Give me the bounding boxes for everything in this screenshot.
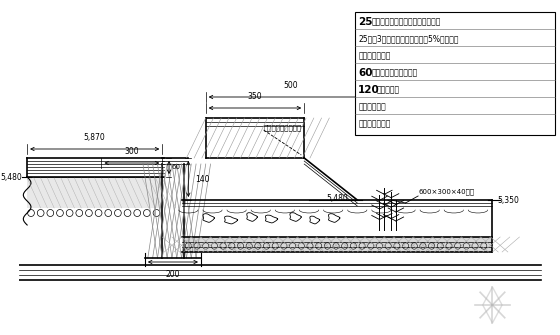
Bar [356, 12, 555, 135]
Text: 找坡层参见一室: 找坡层参见一室 [358, 51, 391, 60]
Text: 厚混凝土垫层压光处理: 厚混凝土垫层压光处理 [372, 68, 418, 77]
Text: 25: 25 [358, 16, 373, 26]
Text: 120: 120 [358, 84, 380, 94]
Bar [181, 237, 492, 252]
Text: 不锈钢出水管一处上: 不锈钢出水管一处上 [264, 125, 302, 131]
Text: 遮盖与钢筋层: 遮盖与钢筋层 [358, 102, 386, 111]
Text: 5,870: 5,870 [84, 133, 106, 142]
Text: 5,350: 5,350 [497, 196, 519, 204]
Text: 300: 300 [124, 147, 139, 156]
Text: 500: 500 [284, 81, 298, 90]
Bar [27, 178, 164, 208]
Text: 高砖免水坚: 高砖免水坚 [377, 85, 400, 94]
Bar [162, 164, 184, 258]
Text: 200: 200 [166, 270, 180, 279]
Text: 600×300×40面材: 600×300×40面材 [418, 188, 474, 195]
Text: 140: 140 [195, 175, 209, 184]
Text: 植载水水景花坛: 植载水水景花坛 [358, 119, 391, 128]
Text: 60: 60 [172, 164, 181, 170]
Text: 厚聚丙可乐面层，做水泥压光处理: 厚聚丙可乐面层，做水泥压光处理 [372, 17, 441, 26]
Text: 5,480: 5,480 [1, 173, 22, 182]
Text: 350: 350 [248, 92, 262, 101]
Text: 60: 60 [358, 67, 373, 77]
Text: 5,480: 5,480 [326, 194, 348, 202]
Bar [206, 118, 304, 158]
Text: 25刮：3千克比水的砂浆（内掺5%防水剂）: 25刮：3千克比水的砂浆（内掺5%防水剂） [358, 34, 459, 43]
